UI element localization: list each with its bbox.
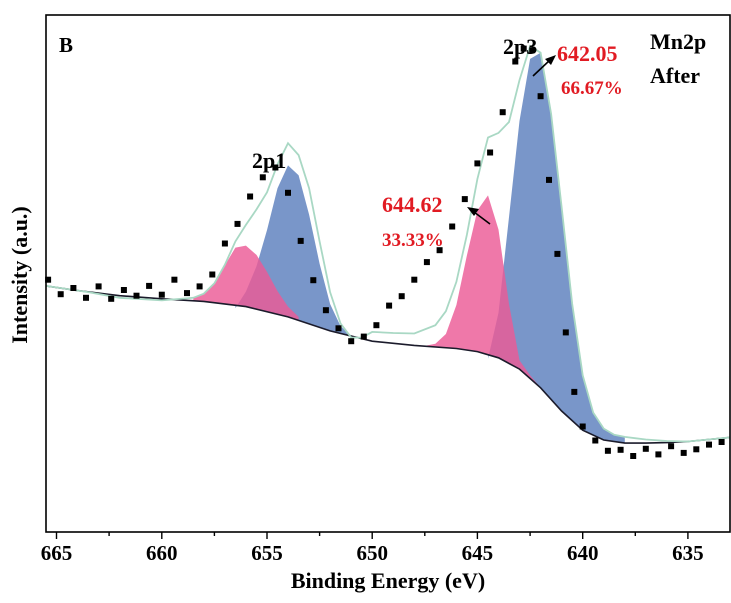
data-point [373,322,380,329]
data-point [171,276,178,283]
data-point [512,58,519,65]
data-point [423,259,430,266]
data-point [348,338,355,345]
peak-label-2p3: 2p3 [503,34,537,59]
data-point [680,449,687,456]
fit-lines [45,44,731,444]
x-axis-title: Binding Energy (eV) [291,568,485,593]
data-point [285,189,291,196]
fit-peak-area-3 [193,245,299,321]
data-point [562,329,569,336]
data-point [57,291,64,298]
y-axis-title: Intensity (a.u.) [7,206,32,344]
state-label: After [650,63,700,88]
x-tick-label: 640 [567,541,599,565]
peak-percent-644: 33.33% [382,230,444,251]
data-point [45,276,52,283]
data-point [668,443,675,450]
data-point [630,453,637,459]
data-point [335,325,342,332]
data-point [642,445,649,452]
raw-data-points [45,45,725,459]
x-tick-label: 650 [356,541,388,565]
data-point [579,423,586,430]
data-point [546,176,552,183]
data-point [221,240,228,247]
arrow-644-head [467,207,479,216]
data-point [604,447,611,454]
data-point [234,220,241,227]
arrow-642 [532,59,551,77]
data-point [411,276,418,283]
data-point [571,388,578,395]
data-point [146,282,153,289]
x-axis-ticks: 665 660 655 650 645 640 635 [41,532,704,565]
x-tick-label: 635 [672,541,704,565]
data-point [554,250,561,257]
data-point [259,174,266,181]
data-point [655,451,662,458]
data-point [272,164,279,171]
data-point [706,441,712,448]
data-point [360,333,367,340]
data-point [537,93,544,100]
data-point [693,446,700,453]
peak-percent-642: 66.67% [561,78,623,99]
data-point [209,271,216,278]
fit-peak-area-1 [424,195,573,422]
species-label: Mn2p [650,29,706,54]
peak-energy-644: 644.62 [382,192,443,217]
data-point [520,45,527,52]
peak-label-2p1: 2p1 [252,148,286,173]
arrow-644 [473,211,491,225]
data-point [449,223,456,230]
envelope-line [45,44,731,443]
data-point [398,293,405,300]
data-point [386,302,393,309]
data-point [718,439,725,445]
x-tick-label: 660 [146,541,178,565]
data-point [436,247,443,254]
fit-peak-fills [193,52,625,444]
data-point [499,109,506,116]
peak-energy-642: 642.05 [557,41,618,66]
panel-label: B [59,33,73,57]
fit-peak-area-2 [235,165,362,339]
data-point [322,307,329,314]
data-point [184,290,190,297]
data-point [592,437,599,444]
data-point [310,277,317,284]
data-point [297,237,304,244]
plot-frame [45,14,731,533]
data-point [70,285,77,291]
data-point [529,47,536,54]
data-point [487,149,494,156]
data-point [83,294,89,301]
x-tick-label: 645 [462,541,494,565]
data-point [95,283,102,290]
data-point [120,287,127,293]
arrow-642-head [545,55,556,65]
data-point [158,291,165,298]
fit-peak-area-0 [488,52,625,444]
data-point [461,196,468,203]
background-line [45,285,731,444]
data-point [247,193,254,200]
data-point [474,160,481,167]
x-tick-label: 665 [41,541,73,565]
data-point [196,283,203,290]
data-point [108,295,115,302]
data-point [617,446,624,453]
data-point [133,292,140,299]
x-tick-label: 655 [251,541,283,565]
